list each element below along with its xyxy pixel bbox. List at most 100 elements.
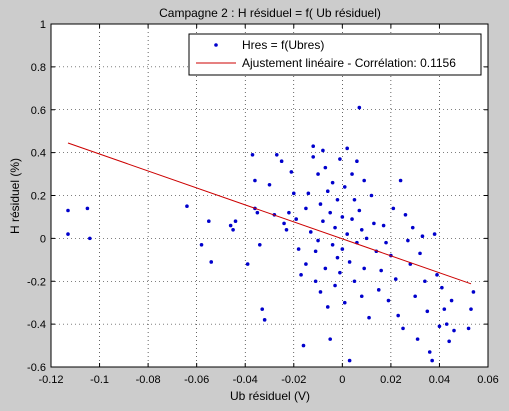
scatter-point — [185, 204, 189, 209]
scatter-point — [415, 337, 420, 341]
scatter-point — [384, 240, 388, 245]
y-tick-label: 0.6 — [31, 105, 46, 117]
scatter-point — [391, 206, 396, 211]
scatter-point — [284, 228, 289, 232]
scatter-point — [449, 298, 454, 303]
scatter-point — [325, 189, 330, 194]
scatter-point — [352, 197, 357, 202]
fit-line — [67, 142, 472, 285]
scatter-point — [435, 273, 439, 277]
x-tick-label: -0.06 — [184, 374, 209, 386]
scatter-point — [427, 350, 432, 354]
scatter-point — [379, 268, 383, 273]
scatter-point — [253, 178, 257, 183]
scatter-point — [330, 180, 335, 185]
scatter-point — [85, 206, 90, 211]
x-tick-label: -0.08 — [136, 374, 161, 386]
scatter-point — [328, 337, 332, 341]
scatter-point — [342, 185, 347, 189]
scatter-point — [299, 273, 303, 277]
y-tick-label: 1 — [40, 19, 46, 31]
scatter-point — [444, 322, 449, 326]
scatter-point — [316, 172, 320, 176]
scatter-point — [418, 251, 422, 256]
legend-marker-scatter — [214, 43, 218, 47]
scatter-point — [367, 315, 371, 320]
scatter-point — [401, 326, 405, 331]
scatter-point — [231, 228, 235, 232]
ticks: -0.12 -0.1 -0.08 -0.06 -0.04 -0.02 0 0.02 0.04 0.… — [27, 19, 499, 386]
y-axis-label: H résiduel (%) — [8, 158, 22, 234]
scatter-point — [333, 225, 337, 230]
y-tick-label: -0.2 — [27, 276, 46, 288]
y-tick-label: 0.4 — [31, 148, 46, 160]
scatter-point — [209, 260, 214, 264]
scatter-point — [440, 285, 444, 290]
scatter-point — [338, 157, 342, 161]
scatter-point — [413, 294, 417, 299]
chart-title: Campagne 2 : H résiduel = f( Ub résiduel… — [159, 6, 381, 20]
scatter-point — [425, 309, 430, 314]
scatter-point — [313, 249, 318, 254]
legend-box — [188, 33, 482, 76]
scatter-point — [338, 270, 342, 275]
scatter-point — [228, 223, 233, 228]
scatter-point — [406, 238, 410, 243]
scatter-point — [245, 262, 250, 266]
y-tick-label: 0.8 — [31, 62, 46, 74]
y-tick-label: 0.2 — [31, 191, 46, 203]
scatter-point — [207, 219, 211, 224]
scatter-point — [279, 159, 284, 163]
scatter-point — [340, 247, 345, 251]
scatter-point — [372, 221, 376, 226]
x-tick-label: 0.04 — [429, 374, 450, 386]
legend: Hres = f(Ubres) Ajustement linéaire - Co… — [188, 33, 482, 76]
scatter-point — [410, 225, 415, 230]
scatter-point — [282, 221, 286, 226]
scatter-point — [386, 298, 391, 303]
scatter-point — [66, 232, 70, 236]
scatter-point — [323, 165, 328, 170]
scatter-point — [233, 219, 238, 224]
scatter-point — [335, 255, 340, 260]
scatter-point — [471, 290, 476, 294]
scatter-point — [347, 358, 352, 363]
scatter-point — [437, 324, 442, 329]
scatter-point — [359, 294, 364, 299]
scatter-point — [301, 343, 306, 348]
scatter-point — [469, 307, 473, 311]
scatter-point — [311, 155, 316, 159]
scatter-point — [396, 313, 400, 318]
scatter-point — [289, 170, 294, 174]
scatter-point — [296, 247, 301, 251]
scatter-point — [432, 232, 437, 236]
scatter-point — [335, 197, 340, 202]
scatter-point — [347, 260, 352, 264]
grid — [51, 24, 488, 367]
scatter-point — [403, 212, 408, 217]
scatter-point — [311, 144, 316, 148]
scatter-point — [304, 206, 308, 211]
scatter-point — [342, 300, 347, 305]
x-tick-label: 0.06 — [477, 374, 498, 386]
scatter-point — [466, 326, 471, 331]
scatter-point — [345, 232, 349, 236]
scatter-point — [398, 178, 403, 183]
scatter-point — [287, 210, 291, 215]
scatter-point — [359, 228, 364, 232]
scatter-point — [306, 191, 311, 196]
scatter-point — [66, 208, 70, 213]
scatter-point — [364, 236, 369, 241]
scatter-point — [323, 266, 328, 271]
x-tick-label: -0.12 — [38, 374, 63, 386]
scatter-point — [267, 182, 272, 187]
scatter-point — [333, 283, 337, 288]
scatter-point — [357, 105, 362, 110]
y-tick-label: -0.6 — [27, 362, 46, 374]
scatter-point — [274, 152, 279, 157]
scatter-point — [321, 219, 325, 224]
scatter-point — [340, 215, 345, 219]
legend-label-scatter: Hres = f(Ubres) — [242, 38, 324, 52]
